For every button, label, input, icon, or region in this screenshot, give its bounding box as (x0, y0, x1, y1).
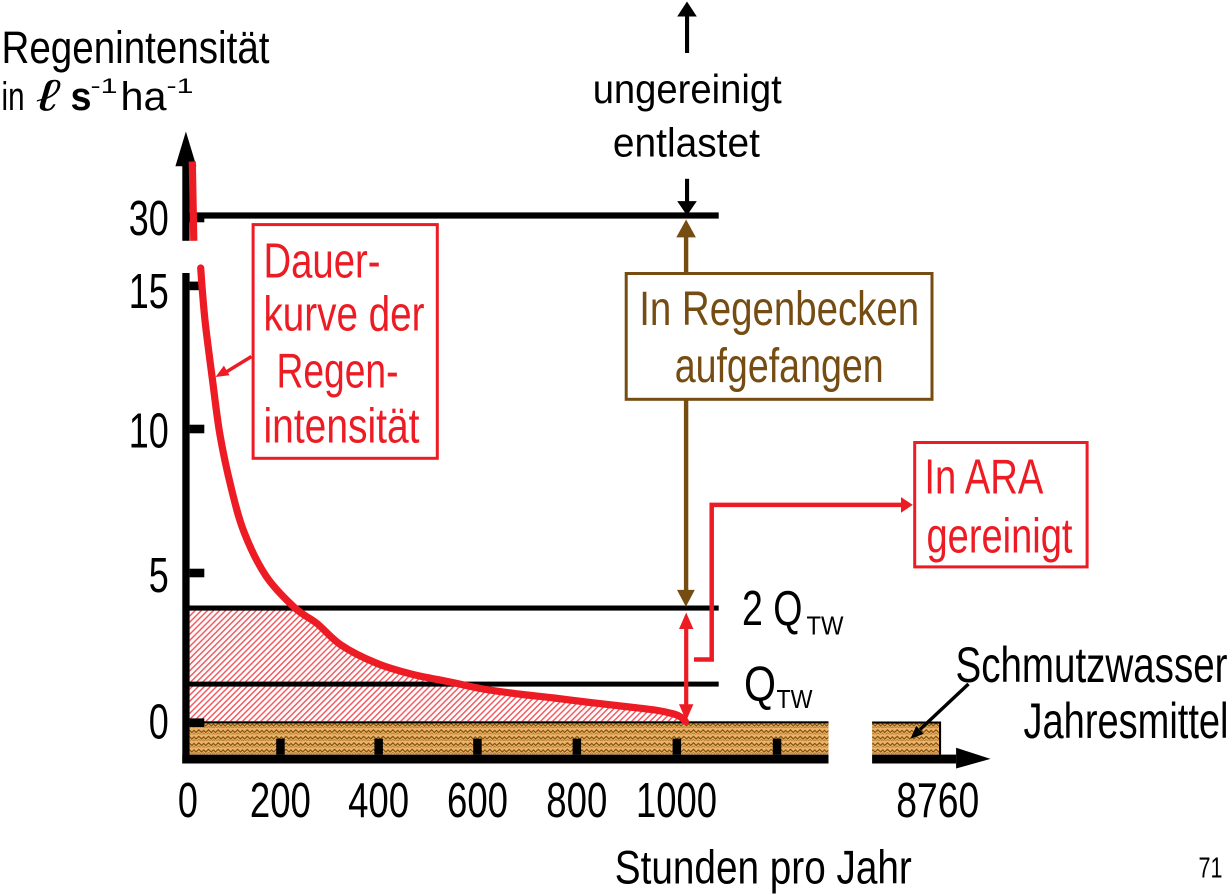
svg-text:-1: -1 (167, 75, 194, 98)
svg-text:400: 400 (348, 773, 409, 828)
svg-text:5: 5 (149, 548, 169, 603)
svg-text:ha: ha (121, 75, 168, 119)
svg-text:200: 200 (250, 773, 311, 828)
svg-text:kurve der: kurve der (264, 287, 425, 342)
svg-text:800: 800 (546, 773, 607, 828)
svg-text:Jahresmittel: Jahresmittel (1024, 693, 1229, 749)
svg-text:in: in (2, 75, 25, 119)
svg-text:TW: TW (807, 611, 844, 641)
svg-text:600: 600 (447, 773, 508, 828)
svg-text:10: 10 (129, 403, 169, 458)
svg-text:30: 30 (129, 191, 169, 246)
svg-text:TW: TW (777, 684, 813, 714)
svg-text:8760: 8760 (896, 773, 979, 828)
svg-text:In Regenbecken: In Regenbecken (639, 283, 919, 336)
svg-text:s: s (71, 75, 92, 119)
svg-text:ungereinigt: ungereinigt (593, 66, 783, 112)
svg-text:Regenintensität: Regenintensität (2, 22, 270, 73)
svg-text:Dauer-: Dauer- (264, 234, 381, 289)
svg-text:-1: -1 (91, 75, 118, 98)
svg-text:Regen-: Regen- (277, 343, 399, 398)
svg-text:0: 0 (178, 773, 198, 828)
svg-text:Schmutzwasser: Schmutzwasser (956, 637, 1228, 693)
svg-text:Stunden pro Jahr: Stunden pro Jahr (615, 840, 912, 893)
svg-text:15: 15 (129, 264, 169, 319)
svg-text:1000: 1000 (636, 773, 717, 828)
svg-text:ℓ: ℓ (36, 72, 61, 121)
svg-text:gereinigt: gereinigt (927, 509, 1073, 563)
svg-text:71: 71 (1199, 853, 1223, 885)
svg-text:2 Q: 2 Q (742, 581, 803, 636)
svg-text:Q: Q (744, 656, 776, 711)
svg-text:aufgefangen: aufgefangen (675, 340, 884, 393)
svg-text:entlastet: entlastet (613, 119, 761, 165)
svg-text:0: 0 (149, 694, 169, 749)
svg-text:In ARA: In ARA (924, 450, 1043, 504)
svg-text:intensität: intensität (264, 399, 420, 454)
